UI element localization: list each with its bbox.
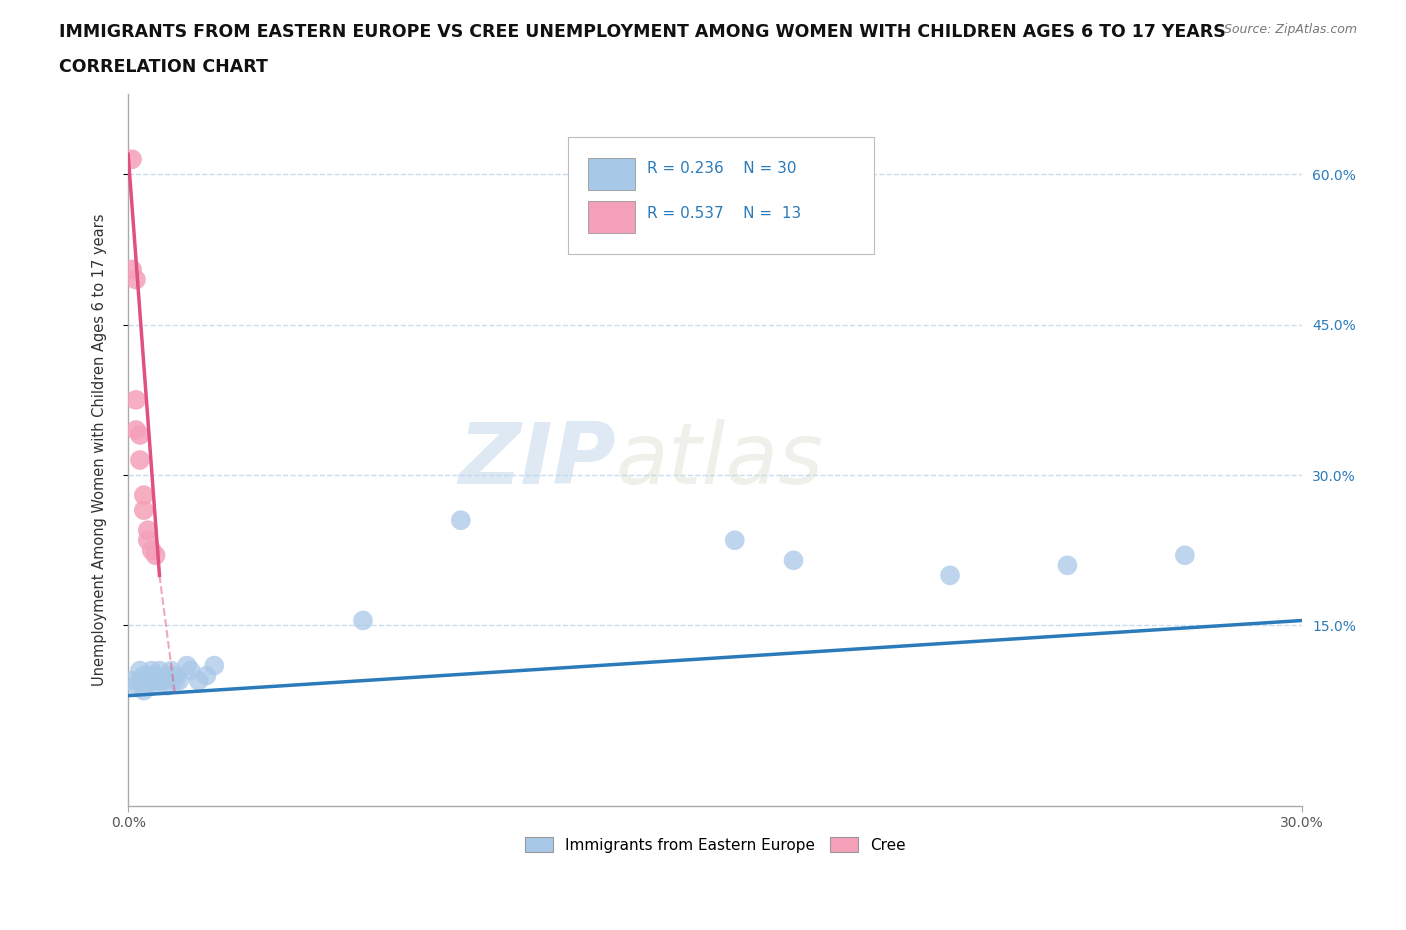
Point bbox=[136, 533, 159, 548]
Point bbox=[152, 673, 174, 688]
Point bbox=[145, 673, 167, 688]
Text: IMMIGRANTS FROM EASTERN EUROPE VS CREE UNEMPLOYMENT AMONG WOMEN WITH CHILDREN AG: IMMIGRANTS FROM EASTERN EUROPE VS CREE U… bbox=[59, 23, 1226, 41]
Text: Source: ZipAtlas.com: Source: ZipAtlas.com bbox=[1223, 23, 1357, 36]
Point bbox=[132, 503, 155, 518]
FancyBboxPatch shape bbox=[568, 137, 873, 254]
Point bbox=[132, 487, 155, 502]
Text: R = 0.236    N = 30: R = 0.236 N = 30 bbox=[647, 161, 797, 177]
Point bbox=[136, 673, 159, 688]
Point bbox=[156, 678, 179, 693]
Point bbox=[148, 673, 170, 688]
Point bbox=[167, 673, 190, 688]
Point bbox=[125, 392, 148, 407]
Point bbox=[121, 152, 143, 166]
Point bbox=[136, 668, 159, 683]
Text: R = 0.537    N =  13: R = 0.537 N = 13 bbox=[647, 206, 801, 221]
Text: ZIP: ZIP bbox=[458, 419, 616, 502]
Point bbox=[202, 658, 225, 673]
Point bbox=[148, 663, 170, 678]
Point bbox=[352, 613, 374, 628]
Point bbox=[121, 673, 143, 688]
Point bbox=[141, 543, 163, 558]
Point bbox=[129, 663, 152, 678]
Point bbox=[125, 422, 148, 437]
Point bbox=[145, 548, 167, 563]
Point bbox=[180, 663, 202, 678]
Point bbox=[160, 663, 183, 678]
Point bbox=[132, 684, 155, 698]
Point bbox=[141, 663, 163, 678]
Point bbox=[187, 673, 209, 688]
Point bbox=[121, 262, 143, 277]
Point bbox=[145, 668, 167, 683]
Point bbox=[1174, 548, 1197, 563]
Point bbox=[125, 272, 148, 287]
Text: atlas: atlas bbox=[616, 419, 824, 502]
Point bbox=[939, 568, 962, 583]
Point bbox=[141, 678, 163, 693]
Point bbox=[129, 428, 152, 443]
Text: CORRELATION CHART: CORRELATION CHART bbox=[59, 58, 269, 75]
Point bbox=[129, 673, 152, 688]
Point bbox=[1056, 558, 1078, 573]
Y-axis label: Unemployment Among Women with Children Ages 6 to 17 years: Unemployment Among Women with Children A… bbox=[93, 214, 107, 686]
Point bbox=[125, 678, 148, 693]
Point bbox=[165, 673, 187, 688]
Point bbox=[176, 658, 198, 673]
Point bbox=[724, 533, 747, 548]
Point bbox=[450, 512, 472, 527]
Point bbox=[132, 668, 155, 683]
Point bbox=[129, 453, 152, 468]
Point bbox=[165, 668, 187, 683]
FancyBboxPatch shape bbox=[588, 158, 636, 190]
Point bbox=[782, 552, 804, 567]
Point bbox=[195, 668, 218, 683]
Point bbox=[136, 523, 159, 538]
Legend: Immigrants from Eastern Europe, Cree: Immigrants from Eastern Europe, Cree bbox=[519, 830, 911, 858]
Point bbox=[156, 668, 179, 683]
FancyBboxPatch shape bbox=[588, 201, 636, 232]
